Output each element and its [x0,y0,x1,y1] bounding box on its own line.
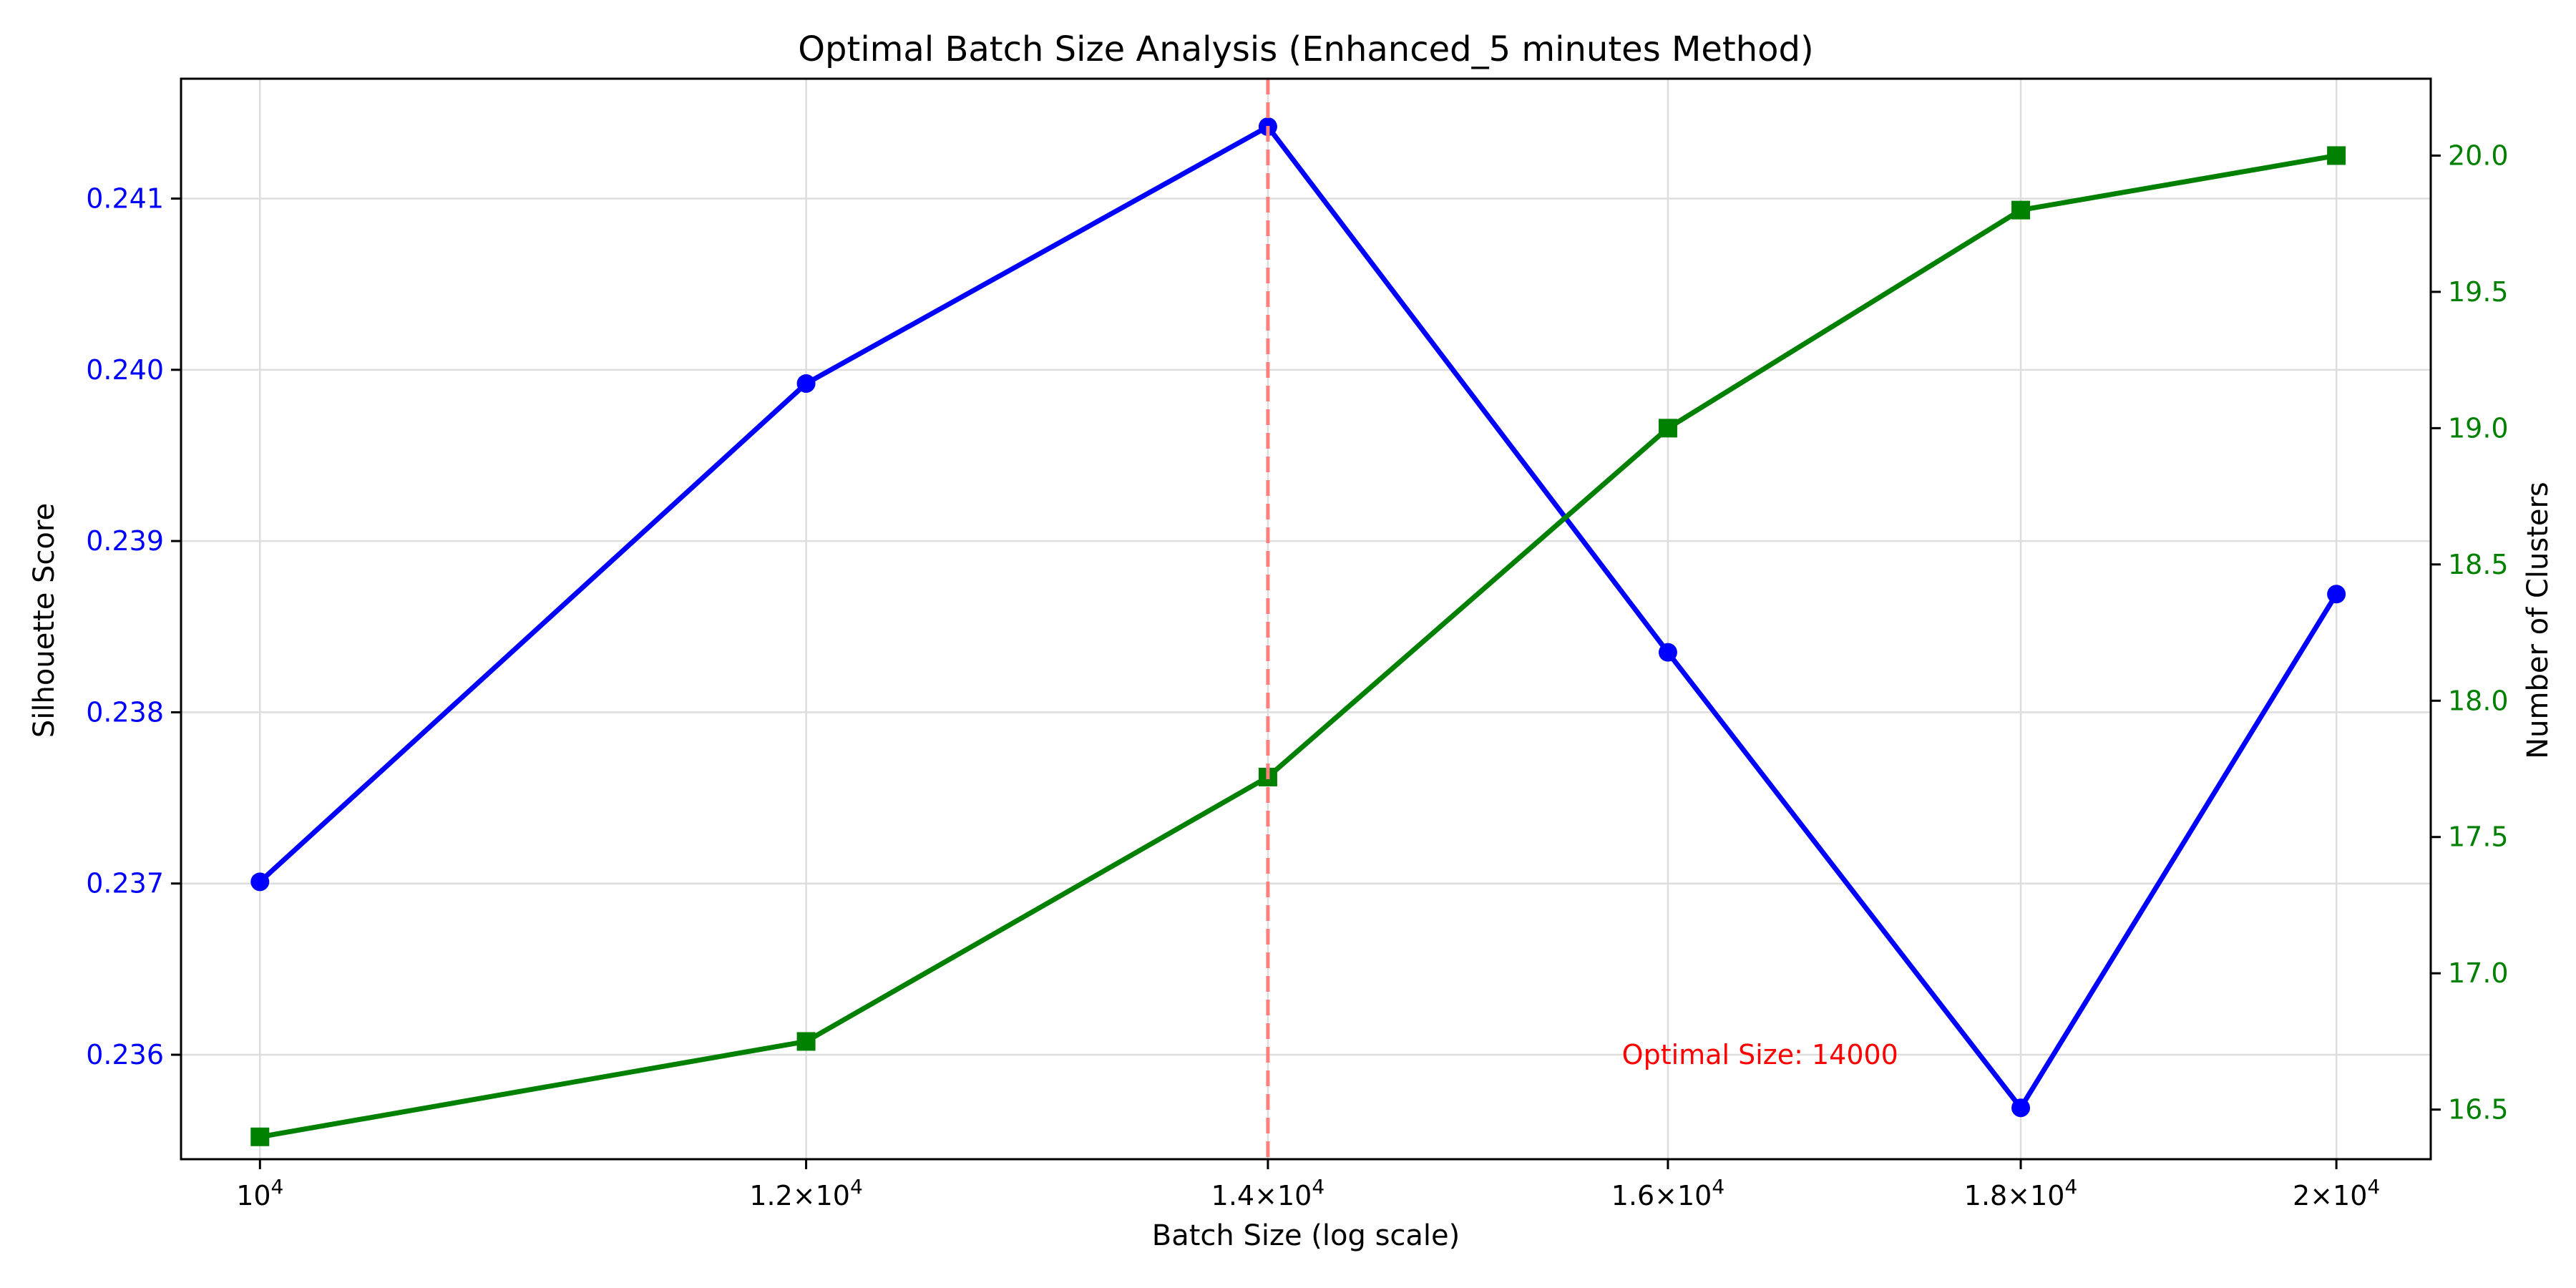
x-tick-times-sign: × [2007,1180,2030,1211]
cluster-count-point [1658,419,1677,438]
silhouette-score-point [796,374,816,393]
x-tick-label: 2×104 [2293,1175,2380,1211]
x-tick-label: 1.8×104 [1964,1175,2077,1211]
x-tick-multiplier: 1.6 [1611,1180,1654,1211]
y-left-tick-label: 0.241 [86,183,164,215]
tick-layer: 104 1.2×104 1.4×104 1.6×104 1.8×104 2×1040.23… [86,140,2508,1211]
y-right-tick-label: 19.5 [2448,276,2509,308]
chart-title: Optimal Batch Size Analysis (Enhanced_5 … [798,29,1813,69]
y-axis-right-title: Number of Clusters [2522,482,2555,758]
y-left-tick-label: 0.240 [86,354,164,386]
plot-area-frame [180,77,2432,1161]
x-tick-base: 10 [2333,1180,2367,1211]
y-left-tick-label: 0.237 [86,868,164,899]
y-right-tick-label: 16.5 [2448,1094,2509,1126]
x-tick-times-sign: × [2310,1180,2333,1211]
annotation-layer: Optimal Size: 14000 [1266,79,1898,1159]
cluster-count-line [259,152,2337,1140]
x-tick-base: 10 [816,1180,850,1211]
x-tick-multiplier: 1.8 [1964,1180,2007,1211]
x-tick-multiplier: 1.2 [749,1180,792,1211]
y-right-tick-label: 17.0 [2448,957,2509,989]
y-right-tick-label: 20.0 [2448,140,2509,171]
x-tick-times-sign: × [793,1180,816,1211]
y-right-tick-label: 18.0 [2448,685,2509,716]
silhouette-score-point [2011,1098,2031,1118]
x-tick-base: 10 [1277,1180,1312,1211]
x-tick-exponent: 4 [2367,1175,2380,1199]
x-tick-label: 104 [236,1175,283,1211]
grid-layer [181,79,2431,1159]
cluster-count-point [2011,200,2031,220]
y-left-tick-label: 0.238 [86,696,164,728]
x-tick-base: 10 [236,1180,270,1211]
y-right-tick-label: 17.5 [2448,821,2509,853]
silhouette-score-point [250,872,270,892]
x-tick-exponent: 4 [1712,1175,1724,1199]
x-tick-label: 1.4×104 [1211,1175,1324,1211]
x-tick-exponent: 4 [850,1175,863,1199]
x-tick-base: 10 [2030,1180,2064,1211]
x-tick-multiplier: 1.4 [1211,1180,1254,1211]
x-tick-label: 1.2×104 [749,1175,862,1211]
x-tick-exponent: 4 [2064,1175,2077,1199]
x-tick-exponent: 4 [271,1175,284,1199]
x-tick-base: 10 [1677,1180,1712,1211]
silhouette-score-line [258,124,2339,1111]
x-tick-times-sign: × [1254,1180,1277,1211]
y-left-tick-label: 0.236 [86,1039,164,1070]
cluster-count-point [2327,146,2346,165]
silhouette-score-point [2327,585,2346,604]
silhouette-score-point [1658,643,1677,662]
cluster-count-point [796,1032,816,1051]
y-right-tick-label: 18.5 [2448,549,2509,580]
y-axis-left-title: Silhouette Score [28,503,61,738]
x-tick-exponent: 4 [1312,1175,1324,1199]
x-tick-label: 1.6×104 [1611,1175,1724,1211]
y-right-tick-label: 19.0 [2448,412,2509,444]
x-tick-multiplier: 2 [2293,1180,2310,1211]
y-left-tick-label: 0.239 [86,525,164,557]
x-tick-times-sign: × [1654,1180,1677,1211]
optimal-size-annotation: Optimal Size: 14000 [1622,1039,1898,1070]
x-axis-title: Batch Size (log scale) [1152,1219,1460,1252]
series-layer [250,117,2346,1146]
cluster-count-point [250,1127,270,1146]
